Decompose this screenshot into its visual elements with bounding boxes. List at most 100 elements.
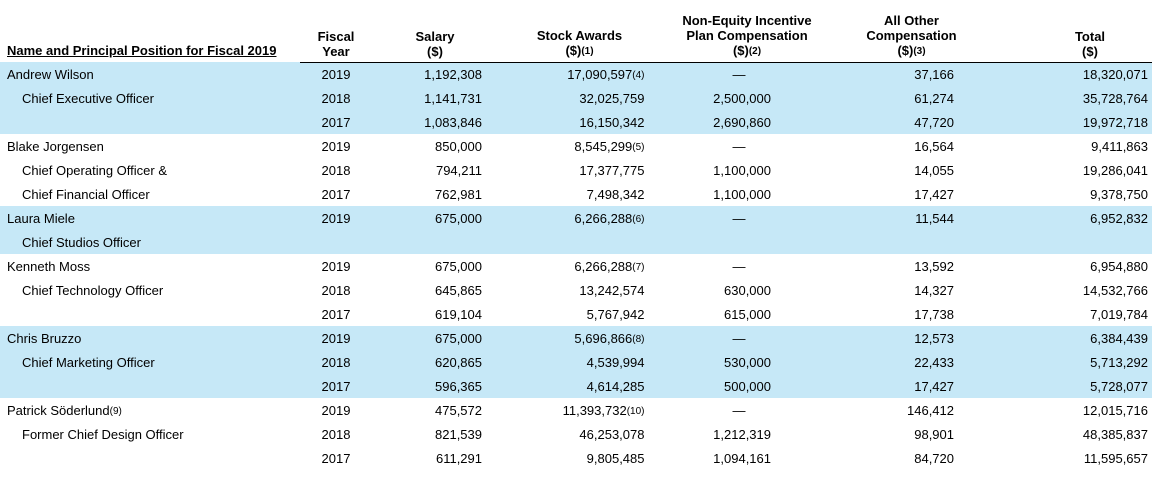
table-row: Chief Studios Officer (0, 230, 1152, 254)
header-total: Total ($) (990, 0, 1152, 63)
stock-value-wrap: 11,393,732(10) (515, 403, 645, 418)
cell-fiscal-year: 2017 (300, 302, 372, 326)
table-row: Laura Miele 2019 675,000 6,266,288(6) — 11,54… (0, 206, 1152, 230)
year-value: 2018 (321, 90, 351, 106)
table-row: Patrick Söderlund(9) 2019 475,572 11,393,73… (0, 398, 1152, 422)
header-total-line1: Total (1074, 28, 1106, 44)
cell-total: 19,972,718 (990, 110, 1152, 134)
stock-footnote: (6) (632, 213, 645, 225)
cell-salary: 620,865 (372, 350, 498, 374)
stock-value: 7,498,342 (586, 186, 645, 202)
year-value: 2019 (321, 402, 351, 418)
cell-fiscal-year: 2017 (300, 446, 372, 470)
stock-footnote: (7) (632, 261, 645, 273)
stock-value: 4,614,285 (586, 378, 645, 394)
total-value: 35,728,764 (1082, 90, 1148, 106)
total-value: 6,954,880 (1090, 258, 1148, 274)
year-value: 2017 (321, 378, 351, 394)
header-other-line3: ($) (897, 42, 914, 58)
year-value: 2019 (321, 66, 351, 82)
year-value: 2018 (321, 354, 351, 370)
stock-footnote: (5) (632, 141, 645, 153)
cell-salary: 675,000 (372, 326, 498, 350)
table-row: Chris Bruzzo 2019 675,000 5,696,866(8) — 12,5… (0, 326, 1152, 350)
table-body: Andrew Wilson 2019 1,192,308 17,090,597(4) —… (0, 62, 1152, 470)
cell-total: 6,954,880 (990, 254, 1152, 278)
stock-footnote: (8) (632, 333, 645, 345)
salary-value: 675,000 (435, 258, 482, 274)
cell-fiscal-year: 2019 (300, 134, 372, 158)
salary-value: 619,104 (435, 306, 482, 322)
all-other-value: 13,592 (914, 258, 954, 274)
total-value: 19,972,718 (1082, 114, 1148, 130)
non-equity-value: — (732, 258, 746, 274)
stock-value-wrap: 9,805,485 (515, 451, 645, 466)
year-value: 2019 (321, 330, 351, 346)
header-noneq-line1: Non-Equity Incentive (682, 12, 812, 28)
year-value: 2017 (321, 306, 351, 322)
cell-non-equity: 615,000 (661, 302, 833, 326)
cell-total: 6,952,832 (990, 206, 1152, 230)
cell-all-other (833, 230, 990, 254)
total-value: 9,411,863 (1091, 138, 1148, 154)
total-value: 9,378,750 (1090, 186, 1148, 202)
header-all-other: All Other Compensation ($)(3) (833, 0, 990, 63)
total-value: 5,728,077 (1090, 378, 1148, 394)
total-value: 12,015,716 (1082, 402, 1148, 418)
total-value: 14,532,766 (1082, 282, 1148, 298)
cell-all-other: 17,427 (833, 182, 990, 206)
header-other-line2: Compensation (866, 27, 957, 43)
header-stock-line1: Stock Awards (536, 27, 623, 43)
stock-value-wrap: 6,266,288(7) (515, 259, 645, 274)
cell-name-position: Kenneth Moss (0, 254, 300, 278)
header-stock-footnote: (1) (581, 45, 594, 57)
salary-value: 596,365 (435, 378, 482, 394)
header-total-line2: ($) (1082, 43, 1098, 59)
header-salary-line2: ($) (427, 43, 443, 59)
non-equity-value: 1,094,161 (713, 450, 771, 466)
table-row: 2017 1,083,846 16,150,342 2,690,860 47,720 19… (0, 110, 1152, 134)
salary-value: 475,572 (435, 402, 482, 418)
total-value: 19,286,041 (1082, 162, 1148, 178)
non-equity-value: 2,500,000 (713, 90, 771, 106)
cell-salary: 611,291 (372, 446, 498, 470)
cell-stock-awards: 7,498,342 (498, 182, 661, 206)
cell-name-position (0, 110, 300, 134)
total-value: 11,595,657 (1083, 450, 1148, 466)
table-row: Kenneth Moss 2019 675,000 6,266,288(7) — 13,5… (0, 254, 1152, 278)
stock-value-wrap: 13,242,574 (515, 283, 644, 298)
cell-stock-awards: 17,090,597(4) (498, 62, 661, 86)
all-other-value: 14,327 (914, 282, 954, 298)
cell-stock-awards: 11,393,732(10) (498, 398, 661, 422)
stock-value: 6,266,288 (574, 210, 633, 226)
cell-non-equity (661, 230, 833, 254)
cell-non-equity: 500,000 (661, 374, 833, 398)
stock-footnote: (10) (626, 405, 645, 417)
name-text: Former Chief Design Officer (22, 426, 184, 442)
cell-all-other: 17,427 (833, 374, 990, 398)
cell-total: 9,411,863 (990, 134, 1152, 158)
all-other-value: 37,166 (914, 66, 954, 82)
all-other-value: 84,720 (914, 450, 954, 466)
header-stock-awards: Stock Awards ($)(1) (498, 0, 661, 63)
cell-total: 19,286,041 (990, 158, 1152, 182)
cell-non-equity: 2,690,860 (661, 110, 833, 134)
cell-salary: 762,981 (372, 182, 498, 206)
all-other-value: 16,564 (914, 138, 954, 154)
cell-non-equity: 1,212,319 (661, 422, 833, 446)
cell-non-equity: 530,000 (661, 350, 833, 374)
cell-stock-awards: 6,266,288(7) (498, 254, 661, 278)
non-equity-value: — (732, 210, 746, 226)
name-text: Chief Technology Officer (22, 282, 164, 298)
cell-salary: 675,000 (372, 206, 498, 230)
all-other-value: 61,274 (914, 90, 954, 106)
cell-non-equity: — (661, 254, 833, 278)
cell-all-other: 11,544 (833, 206, 990, 230)
stock-value: 5,696,866 (574, 330, 633, 346)
cell-total: 5,728,077 (990, 374, 1152, 398)
cell-name-position: Chief Marketing Officer (0, 350, 300, 374)
salary-value: 675,000 (435, 330, 482, 346)
header-fiscal-year: Fiscal Year (300, 0, 372, 63)
total-value: 18,320,071 (1082, 66, 1148, 82)
all-other-value: 17,427 (914, 378, 954, 394)
